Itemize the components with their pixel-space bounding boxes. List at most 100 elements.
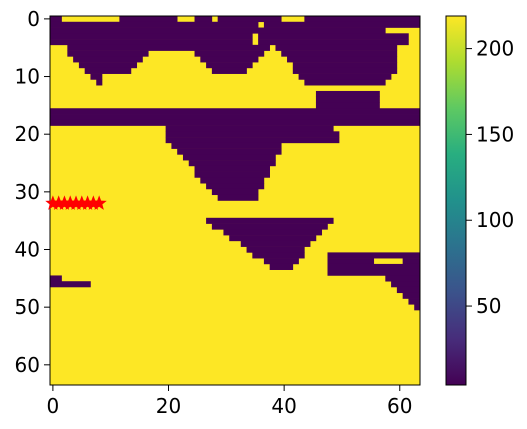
colorbar-tick-label: 150 [476,122,514,146]
heatmap-cell-run [96,79,103,86]
y-tick-label: 20 [15,122,40,146]
heatmap-cell-run [396,286,421,294]
heatmap-cell-run [385,275,421,282]
heatmap-cell-run [298,73,392,80]
heatmap-cell-run [258,33,409,40]
heatmap-cell-run [90,73,103,80]
colorbar-tick-label: 100 [476,208,514,232]
marker-series [45,195,107,210]
colorbar-axis: 50 100 150 200 [466,37,514,318]
heatmap-cell-run [50,114,421,121]
x-axis: 0 20 40 60 [47,385,412,418]
y-tick-label: 40 [15,238,40,262]
y-tick-label: 60 [15,353,40,377]
heatmap-cell-run [50,16,62,23]
heatmap-cell-run [281,50,398,57]
heatmap-cell-run [327,258,375,265]
heatmap-cell-run [73,56,143,63]
heatmap-cell-run [177,148,282,155]
star-marker [74,195,90,210]
heatmap-cell-run [315,90,380,98]
heatmap-cell-run [194,16,213,23]
heatmap-cell-run [223,229,323,236]
heatmap-cell-run [119,16,178,23]
heatmap-cell-run [211,223,328,230]
heatmap-cell-run [211,67,247,74]
heatmap-cell-run [50,275,62,282]
heatmap-cell-run [67,50,149,57]
heatmap-cell-run [200,56,259,63]
heatmap-cell-run [171,142,282,149]
heatmap-cell-run [194,50,265,57]
x-tick-label: 40 [271,394,296,418]
heatmap-cell-run [217,16,282,23]
heatmap-cell-run [200,177,265,184]
y-tick-label: 50 [15,295,40,319]
x-tick-label: 60 [387,394,412,418]
heatmap-cell-run [258,39,409,46]
heatmap-cell-run [327,263,421,270]
heatmap-cell-run [229,235,317,242]
heatmap-cell-run [50,108,421,115]
heatmap-cell-run [327,269,421,276]
heatmap-cell-run [292,62,398,69]
heatmap-cell-run [50,119,421,126]
heatmap-cell-run [263,258,299,265]
heatmap-cell-run [414,304,421,311]
heatmap-cell-run [165,131,340,138]
x-tick-label: 0 [47,394,60,418]
heatmap-cell-run [275,44,398,51]
star-marker [68,195,84,210]
heatmap-cell-run [402,258,421,265]
heatmap-cell-run [67,44,270,51]
y-tick-label: 0 [27,7,40,31]
y-tick-label: 30 [15,180,40,204]
heatmap-cell-run [188,160,276,167]
heatmap-cell-run [391,281,421,288]
heatmap-cell-run [206,183,265,190]
heatmap-cell-run [287,56,398,63]
star-marker [56,195,73,210]
heatmap-cell-run [50,281,91,288]
heatmap-cell-run [194,165,270,172]
heatmap-cells [50,16,421,385]
heatmap-cell-run [194,171,270,178]
heatmap-cell-run [304,16,421,23]
heatmap-cell-run [206,62,253,69]
heatmap-cell-run [315,102,380,109]
heatmap-cell-run [78,62,138,69]
y-tick-label: 10 [15,65,40,89]
heatmap-cell-run [240,240,311,247]
heatmap-cell-run [50,39,253,46]
star-marker [51,195,67,210]
heatmap-cell-run [327,252,421,259]
heatmap-cell-run [165,125,334,132]
plot-frame [49,15,421,386]
heatmap-cell-run [252,252,305,259]
heatmap-cell-run [304,79,386,86]
x-tick-label: 20 [156,394,181,418]
colorbar-tick-label: 50 [476,294,501,318]
heatmap-cell-run [315,96,380,103]
heatmap-cell-run [211,188,259,196]
star-marker [85,195,101,210]
heatmap-cell-run [50,21,259,28]
heatmap-cell-run [182,154,276,161]
heatmap-cell-run [50,27,386,34]
heatmap-cell-run [50,33,253,40]
heatmap-cell-run [84,67,132,74]
heatmap-cell-run [165,137,340,144]
star-marker [45,195,61,210]
heatmap-cell-run [246,246,305,253]
heatmap-cell-run [408,298,421,305]
heatmap-cell-run [206,217,334,224]
y-axis: 0 10 20 30 40 50 60 [15,7,50,377]
star-marker [79,195,96,210]
star-marker [91,195,107,210]
heatmap-cell-run [263,21,421,28]
heatmap-cell-run [402,292,421,299]
heatmap-cell-run [217,194,259,201]
colorbar-tick-label: 200 [476,37,514,61]
colorbar [445,15,467,386]
